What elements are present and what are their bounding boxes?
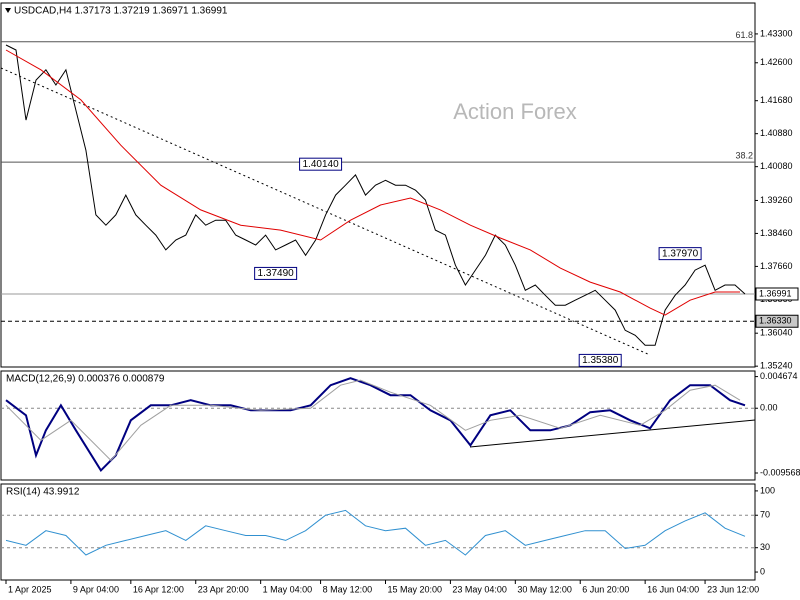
- x-tick-label: 23 Apr 20:00: [198, 584, 249, 594]
- rsi-panel: [0, 483, 756, 581]
- macd-panel: [0, 370, 756, 481]
- x-tick-label: 23 Jun 12:00: [707, 584, 759, 594]
- y-tick-label: -0.009568: [760, 467, 800, 477]
- x-tick-label: 30 May 12:00: [517, 584, 572, 594]
- y-tick-label: 1.35240: [760, 361, 793, 371]
- watermark: Action Forex: [453, 99, 577, 124]
- series-line: [5, 509, 746, 556]
- x-tick-label: 23 May 04:00: [452, 584, 507, 594]
- annotation-label: 1.40140: [302, 159, 339, 170]
- x-tick-label: 16 Apr 12:00: [133, 584, 184, 594]
- price-tag-label: 1.36330: [759, 316, 792, 326]
- y-tick-label: 1.38460: [760, 228, 793, 238]
- x-tick-label: 1 May 04:00: [263, 584, 313, 594]
- panel-title: RSI(14) 43.9912: [6, 487, 80, 498]
- y-tick-label: 0.00: [760, 403, 778, 413]
- series-line: [5, 379, 741, 462]
- x-tick-label: 6 Jun 20:00: [582, 584, 629, 594]
- menu-arrow: [5, 8, 11, 13]
- y-tick-label: 1.41680: [760, 95, 793, 105]
- price-tag-label: 1.36991: [759, 288, 792, 298]
- annotation-label: 1.37490: [258, 268, 295, 279]
- y-tick-label: 70: [760, 510, 770, 520]
- trend-line: [0, 67, 651, 356]
- annotation-box: [299, 157, 343, 171]
- macd-trend-line: [469, 419, 756, 448]
- panel-title: USDCAD,H4 1.37173 1.37219 1.36971 1.3699…: [14, 6, 228, 17]
- y-tick-label: 1.43300: [760, 28, 793, 38]
- price-panel: [0, 2, 756, 368]
- y-tick-label: 1.39260: [760, 195, 793, 205]
- x-tick-label: 16 Jun 04:00: [647, 584, 699, 594]
- series-line: [5, 49, 740, 316]
- y-tick-label: 1.36040: [760, 328, 793, 338]
- y-tick-label: 1.40080: [760, 161, 793, 171]
- y-tick-label: 0.004674: [760, 371, 798, 381]
- series-line: [5, 44, 746, 346]
- y-tick-label: 1.42600: [760, 57, 793, 67]
- price-tag: [755, 287, 799, 301]
- x-tick-label: 1 Apr 2025: [8, 584, 52, 594]
- y-tick-label: 30: [760, 542, 770, 552]
- level-label: 38.2: [735, 150, 753, 160]
- x-tick-label: 15 May 20:00: [387, 584, 442, 594]
- price-tag: [755, 314, 799, 328]
- y-tick-label: 1.40880: [760, 128, 793, 138]
- annotation-label: 1.35380: [582, 355, 619, 366]
- y-tick-label: 1.37660: [760, 261, 793, 271]
- level-label: 61.8: [735, 30, 753, 40]
- annotation-label: 1.37970: [662, 248, 699, 259]
- x-tick-label: 8 May 12:00: [323, 584, 373, 594]
- annotation-box: [658, 247, 702, 261]
- x-tick-label: 9 Apr 04:00: [73, 584, 119, 594]
- series-line: [5, 377, 746, 473]
- y-tick-label: 100: [760, 485, 775, 495]
- annotation-box: [254, 266, 298, 280]
- panel-title: MACD(12,26,9) 0.000376 0.000879: [6, 374, 165, 385]
- y-tick-label: 0: [760, 566, 765, 576]
- annotation-box: [578, 353, 622, 367]
